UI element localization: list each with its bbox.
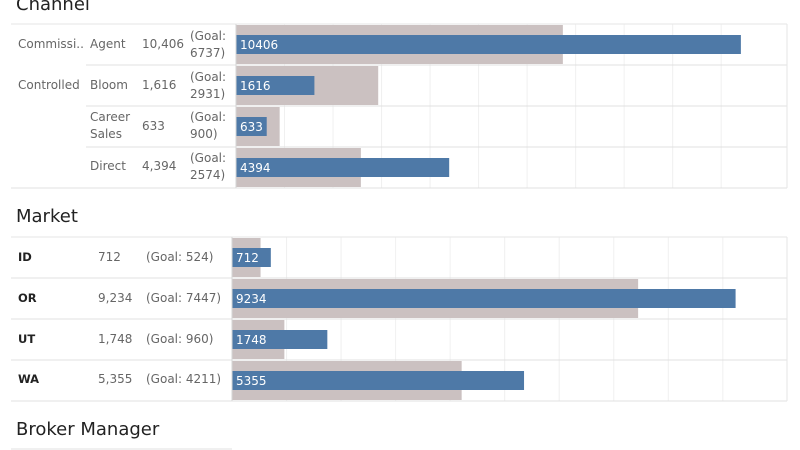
channel-row-label: Bloom: [90, 78, 128, 92]
channel-title: Channel: [16, 0, 90, 15]
channel-value-bar: [236, 158, 450, 177]
channel-value-text: 4,394: [142, 159, 177, 173]
channel-row-label: Agent: [90, 37, 126, 51]
market-value-bar: [232, 371, 525, 390]
market-row-label: WA: [18, 372, 40, 386]
channel-data-label: 4394: [240, 161, 271, 175]
market-goal-text: (Goal: 524): [146, 250, 214, 264]
channel-value-bar: [236, 35, 741, 54]
channel-group-label: Controlled: [18, 78, 80, 92]
channel-data-label: 1616: [240, 79, 271, 93]
channel-value-bar: [236, 76, 315, 95]
channel-row-label: Direct: [90, 159, 126, 173]
broker-manager-title: Broker Manager: [16, 419, 160, 440]
market-value-bar: [232, 248, 271, 267]
market-value-text: 5,355: [98, 372, 133, 386]
market-data-label: 5355: [236, 374, 267, 388]
market-row-label: OR: [18, 291, 37, 305]
channel-value-text: 633: [142, 119, 165, 133]
channel-value-text: 1,616: [142, 78, 177, 92]
channel-goal-text: (Goal: 900): [190, 110, 227, 141]
market-title: Market: [16, 206, 78, 227]
market-value-bar: [232, 289, 736, 308]
market-goal-text: (Goal: 960): [146, 332, 214, 346]
market-data-label: 1748: [236, 333, 267, 347]
market-row-label: ID: [18, 250, 32, 264]
market-goal-text: (Goal: 4211): [146, 372, 222, 386]
market-row-label: UT: [18, 332, 36, 346]
channel-row-label: Career Sales: [90, 110, 131, 141]
channel-group-label: Commissi..: [18, 37, 84, 51]
market-data-label: 9234: [236, 292, 267, 306]
market-goal-text: (Goal: 7447): [146, 291, 222, 305]
channel-value-bar: [236, 117, 267, 136]
channel-data-label: 10406: [240, 38, 278, 52]
market-value-text: 1,748: [98, 332, 133, 346]
market-data-label: 712: [236, 251, 259, 265]
channel-value-text: 10,406: [142, 37, 184, 51]
market-value-text: 712: [98, 250, 121, 264]
market-value-bar: [232, 330, 328, 349]
channel-goal-text: (Goal: 2574): [190, 151, 227, 182]
market-value-text: 9,234: [98, 291, 133, 305]
channel-goal-text: (Goal: 6737): [190, 29, 227, 60]
channel-goal-text: (Goal: 2931): [190, 70, 227, 101]
channel-data-label: 633: [240, 120, 263, 134]
